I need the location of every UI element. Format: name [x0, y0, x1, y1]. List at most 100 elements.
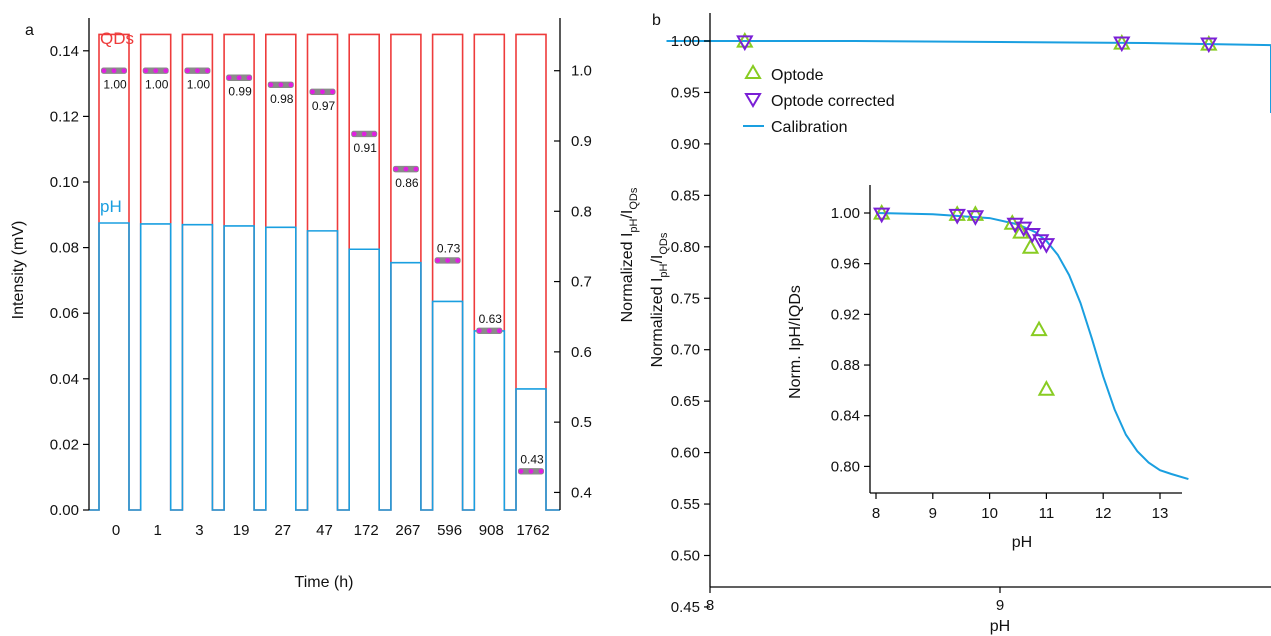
ph-intensity-trace: [89, 222, 560, 511]
panel-label-b: b: [652, 12, 661, 29]
normalized-ratio-marker: [205, 68, 210, 74]
panel-a-x-tick-label: 0: [112, 522, 120, 539]
ratio-value-label: 0.91: [354, 141, 378, 155]
panel-b-inset: 0.80 0.84 0.88 0.92 0.96 1.00 8 9 10 11 12 13 pH N…: [787, 185, 1189, 551]
panel-a-y-tick-label: 0.08: [50, 240, 79, 257]
panel-a-y2-tick-label: 0.6: [571, 344, 592, 361]
inset-optode-corrected-point: [1032, 234, 1050, 250]
panel-a-x-tick-label: 47: [316, 522, 333, 539]
panel-a-x-tick-labels: 0 1 3 19 27 47 172 267 596 908 1762: [112, 522, 550, 539]
panel-b-y-tick-label: 0.50: [671, 548, 700, 565]
inset-y-axis-label: Norm. IpH/IQDs: [787, 285, 804, 399]
inset-calibration-curve: [875, 212, 1189, 481]
panel-b-y-tick-label: 0.65: [671, 393, 700, 410]
panel-a-y2-tick-label: 0.4: [571, 484, 592, 501]
panel-a-y-ticks: 0.00 0.02 0.04 0.06 0.08 0.10 0.12 0.14: [50, 43, 89, 519]
normalized-ratio-marker: [236, 75, 242, 81]
panel-a-x-tick-label: 596: [437, 522, 462, 539]
panel-b-x-tick-label: 8: [706, 597, 714, 614]
panel-a-x-axis-label: Time (h): [295, 574, 354, 591]
panel-a-y-tick-label: 0.00: [50, 502, 79, 519]
optode-corrected-point: [1200, 37, 1218, 54]
legend-marker-optode-corrected: [744, 93, 762, 108]
inset-optode-corrected-point: [1037, 238, 1056, 254]
normalized-ratio-marker: [371, 131, 377, 137]
inset-x-tick-label: 12: [1095, 505, 1112, 522]
panel-b-y-axis-label: Normalized IpH/IQDs: [649, 232, 670, 367]
normalized-ratio-marker: [268, 82, 274, 88]
legend-entry-calibration: Calibration: [743, 119, 847, 136]
panel-a-y-tick-label: 0.04: [50, 371, 79, 388]
panel-a-y-tick-label: 0.02: [50, 436, 79, 453]
ratio-value-label: 0.98: [270, 92, 294, 106]
panel-b-y-tick-label: 1.00: [671, 33, 700, 50]
panel-a-y-tick-label: 0.06: [50, 305, 79, 322]
panel-a: 1.00 1.00 1.000.990.980.970.910.860.730.63…: [10, 18, 640, 591]
inset-x-axis-label: pH: [1012, 534, 1032, 551]
normalized-ratio-marker: [351, 131, 357, 137]
panel-a-y2-tick-label: 0.8: [571, 203, 592, 220]
normalized-ratio-marker: [226, 75, 232, 81]
normalized-ratio-marker: [111, 68, 117, 74]
inset-calibration-line: [875, 212, 1189, 481]
ratio-value-label: 1.00: [187, 78, 211, 92]
optode-point: [736, 31, 754, 48]
panel-a-y2-ticks: 0.4 0.5 0.6 0.7 0.8 0.9 1.0: [554, 63, 592, 501]
legend-label-optode: Optode: [771, 67, 824, 84]
normalized-ratio-marker: [455, 258, 460, 263]
inset-y-tick-label: 0.80: [831, 458, 860, 475]
ratio-value-label: 0.97: [312, 99, 336, 113]
legend-entry-optode-corrected: Optode corrected: [744, 93, 895, 110]
inset-optode-point: [966, 205, 985, 221]
inset-optode-point: [1030, 320, 1048, 337]
inset-optode-point: [1021, 238, 1040, 254]
panel-b-y-tick-label: 0.95: [671, 84, 700, 101]
panel-b-y-ticks: 0.400.450.500.550.600.650.700.750.800.85…: [671, 33, 710, 616]
normalized-ratio-marker: [288, 82, 294, 88]
panel-a-y2-tick-label: 1.0: [571, 63, 592, 80]
panel-a-x-tick-label: 172: [354, 522, 379, 539]
legend-entry-optode: Optode: [744, 64, 824, 84]
panel-b-y-tick-label: 0.85: [671, 187, 700, 204]
legend-label-optode-corrected: Optode corrected: [771, 93, 895, 110]
panel-b-y-tick-label: 0.80: [671, 239, 700, 256]
normalized-ratio-marker: [435, 258, 440, 263]
inset-x-tick-label: 10: [981, 505, 998, 522]
normalized-ratio-marker: [195, 68, 200, 74]
series-label-ph: pH: [100, 197, 122, 216]
calibration-line: [666, 40, 1271, 114]
panel-a-y-tick-label: 0.10: [50, 174, 79, 191]
inset-y-tick-label: 0.96: [831, 256, 860, 273]
normalized-ratio-marker: [278, 82, 284, 88]
panel-b-points: [736, 31, 1218, 54]
panel-b-x-axis-label: pH: [990, 618, 1010, 635]
optode-corrected-point: [1113, 36, 1131, 53]
ratio-value-label: 1.00: [145, 78, 169, 92]
panel-a-x-tick-label: 3: [195, 522, 203, 539]
normalized-ratio-marker: [185, 68, 190, 74]
panel-b-y-tick-label: 0.55: [671, 496, 700, 513]
panel-a-x-tick-label: 27: [274, 522, 291, 539]
inset-optode-corrected-point: [966, 210, 985, 226]
inset-optode-corrected-point: [948, 208, 966, 225]
inset-y-tick-label: 1.00: [831, 205, 860, 222]
normalized-ratio-marker: [413, 166, 419, 172]
panel-a-traces: [89, 33, 560, 511]
inset-y-tick-label: 0.84: [831, 408, 860, 425]
panel-a-y2-axis-label: Normalized IpH/IQDs: [619, 187, 640, 322]
normalized-ratio-marker: [486, 328, 492, 334]
normalized-ratio-marker: [153, 68, 159, 74]
panel-label-a: a: [25, 22, 34, 39]
normalized-ratio-marker: [310, 89, 315, 95]
panel-b-y-tick-label: 0.90: [671, 136, 700, 153]
panel-a-normalized-points: 1.00 1.00 1.00 0.99 0.98 0.97 0.91 0.86 0.73 0.63…: [101, 67, 544, 475]
legend-label-calibration: Calibration: [771, 119, 847, 136]
normalized-ratio-marker: [403, 166, 409, 172]
inset-optode-point: [872, 203, 891, 220]
panel-a-y2-tick-label: 0.7: [571, 274, 592, 291]
ratio-value-label: 0.43: [520, 452, 544, 466]
normalized-ratio-marker: [445, 258, 450, 263]
normalized-ratio-marker: [143, 68, 149, 74]
